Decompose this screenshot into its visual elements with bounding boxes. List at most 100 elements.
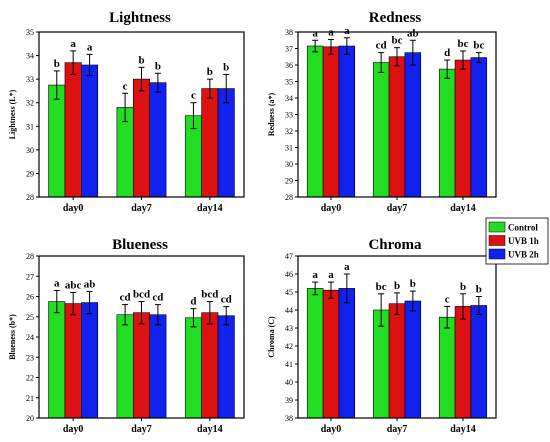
blueness-ytick-label: 24 — [26, 333, 34, 342]
chroma-significance-letter: bc — [376, 281, 387, 293]
lightness-category-label: day7 — [131, 203, 152, 214]
blueness-title: Blueness — [112, 237, 168, 253]
lightness-ytick-label: 28 — [26, 193, 34, 202]
blueness-significance-letter: cd — [120, 292, 131, 304]
chroma-significance-letter: a — [312, 269, 318, 281]
legend-label: Control — [508, 223, 538, 233]
chroma-ytick-label: 47 — [285, 252, 293, 261]
legend-swatch — [488, 235, 506, 246]
lightness-plot-frame — [38, 31, 245, 198]
lightness-category-label: day0 — [63, 203, 84, 214]
blueness-ytick-label: 22 — [26, 374, 34, 383]
blueness-category-label: day0 — [63, 424, 84, 435]
chroma-ytick-label: 42 — [285, 342, 293, 351]
redness-ytick-label: 30 — [285, 160, 293, 169]
blueness-ytick-label: 28 — [26, 252, 34, 261]
chroma-category-label: day7 — [387, 424, 408, 435]
blueness-ytick-label: 25 — [26, 313, 34, 322]
blueness-bar — [81, 302, 99, 419]
blueness-chart: Blueness Blueness (b*) 20 21 22 23 24 25 26 27 28 d… — [8, 237, 245, 435]
blueness-ylabel: Blueness (b*) — [8, 314, 17, 360]
redness-ytick-label: 34 — [285, 94, 293, 103]
blueness-significance-letter: cd — [221, 294, 232, 306]
redness-bar — [322, 46, 340, 198]
blueness-ytick-label: 26 — [26, 293, 34, 302]
chroma-ytick-label: 40 — [285, 378, 293, 387]
blueness-bar — [48, 301, 66, 419]
redness-category-label: day14 — [450, 203, 476, 214]
lightness-significance-letter: b — [155, 60, 161, 72]
lightness-bar — [48, 84, 66, 198]
chroma-significance-letter: a — [328, 269, 334, 281]
lightness-chart: Lightness Lightness (L*) 28 29 30 31 32 33 34 35 d… — [8, 10, 245, 214]
lightness-ytick-label: 31 — [26, 122, 34, 131]
redness-significance-letter: bc — [473, 40, 484, 52]
chroma-significance-letter: b — [460, 281, 466, 293]
chroma-ytick-label: 46 — [285, 270, 293, 279]
lightness-significance-letter: a — [87, 41, 93, 53]
redness-chart: Redness Redness (a*) 28 29 30 31 32 33 34 35 36 37 3… — [267, 10, 497, 214]
blueness-significance-letter: abc — [65, 279, 82, 291]
chroma-bar — [322, 289, 340, 419]
redness-plot-frame — [297, 31, 497, 198]
blueness-significance-letter: bcd — [133, 289, 150, 301]
redness-significance-letter: d — [444, 47, 450, 59]
chroma-bar — [306, 288, 324, 419]
legend: Control UVB 1h UVB 2h — [485, 217, 549, 265]
lightness-bar — [133, 78, 151, 198]
lightness-significance-letter: b — [207, 66, 213, 78]
blueness-significance-letter: ab — [84, 278, 96, 290]
lightness-significance-letter: b — [138, 54, 144, 66]
redness-ytick-label: 32 — [285, 127, 293, 136]
redness-category-label: day7 — [387, 203, 408, 214]
redness-ylabel: Redness (a*) — [267, 93, 276, 137]
redness-ytick-label: 37 — [285, 45, 293, 54]
lightness-significance-letter: b — [223, 61, 229, 73]
blueness-bar — [201, 312, 219, 419]
lightness-ytick-label: 33 — [26, 75, 34, 84]
lightness-bar — [201, 88, 219, 198]
lightness-significance-letter: a — [70, 38, 76, 50]
lightness-bar — [81, 64, 99, 198]
redness-bar — [470, 57, 488, 198]
chroma-ylabel: Chroma (C) — [267, 316, 276, 358]
redness-title: Redness — [369, 10, 422, 26]
chroma-ytick-label: 44 — [285, 306, 293, 315]
redness-ytick-label: 31 — [285, 144, 293, 153]
chroma-title: Chroma — [368, 237, 422, 253]
redness-ytick-label: 33 — [285, 111, 293, 120]
redness-significance-letter: a — [312, 27, 318, 39]
lightness-significance-letter: c — [123, 80, 128, 92]
lightness-ytick-label: 35 — [26, 28, 34, 37]
lightness-bar — [64, 62, 82, 198]
blueness-significance-letter: d — [190, 296, 196, 308]
blueness-bar — [184, 317, 202, 419]
lightness-ylabel: Lightness (L*) — [8, 89, 17, 139]
chroma-ytick-label: 41 — [285, 360, 293, 369]
lightness-bar — [149, 82, 167, 198]
lightness-bar — [217, 88, 235, 198]
legend-swatch — [488, 221, 506, 233]
legend-swatch — [488, 248, 506, 260]
chroma-ytick-label: 45 — [285, 288, 293, 297]
redness-bar — [404, 52, 422, 198]
chroma-chart: Chroma Chroma (C) 38 39 40 41 42 43 44 45 46 47 day0… — [267, 237, 497, 435]
chroma-bar — [388, 303, 406, 419]
redness-bar — [338, 45, 356, 198]
chroma-significance-letter: a — [344, 261, 350, 273]
redness-significance-letter: bc — [392, 35, 403, 47]
lightness-significance-letter: b — [54, 58, 60, 70]
chroma-bar — [470, 305, 488, 419]
redness-bar — [454, 59, 472, 198]
chroma-bar — [338, 288, 356, 419]
legend-label: UVB 1h — [508, 236, 539, 246]
blueness-significance-letter: cd — [152, 292, 163, 304]
lightness-significance-letter: c — [191, 90, 196, 102]
blueness-category-label: day14 — [197, 424, 223, 435]
lightness-category-label: day14 — [197, 203, 223, 214]
chroma-significance-letter: c — [445, 293, 450, 305]
blueness-bar — [116, 314, 134, 419]
chroma-significance-letter: b — [394, 280, 400, 292]
redness-significance-letter: bc — [458, 38, 469, 50]
